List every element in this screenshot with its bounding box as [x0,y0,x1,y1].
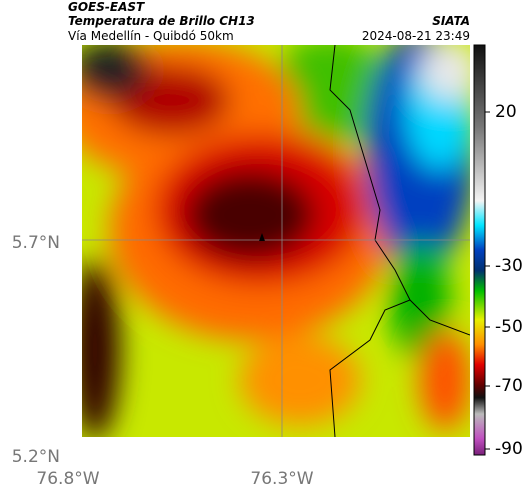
lat-label: 5.7°N [12,233,60,253]
colorbar-label: -50 [495,317,523,337]
colorbar-label: -70 [495,376,523,396]
brightness-field [82,45,470,437]
product: Temperatura de Brillo CH13 [68,14,255,28]
colorbar-label: 20 [495,102,517,122]
lon-label: 76.8°W [36,469,99,489]
colorbar [473,44,486,456]
area: Vía Medellín - Quibdó 50km [68,29,234,43]
satellite: GOES-EAST [68,0,145,14]
colorbar-label: -90 [495,439,523,459]
source: SIATA [432,14,470,28]
lon-label: 76.3°W [250,469,313,489]
colorbar-label: -30 [495,256,523,276]
lat-label: 5.2°N [12,447,60,467]
datetime: 2024-08-21 23:49 [362,29,470,43]
